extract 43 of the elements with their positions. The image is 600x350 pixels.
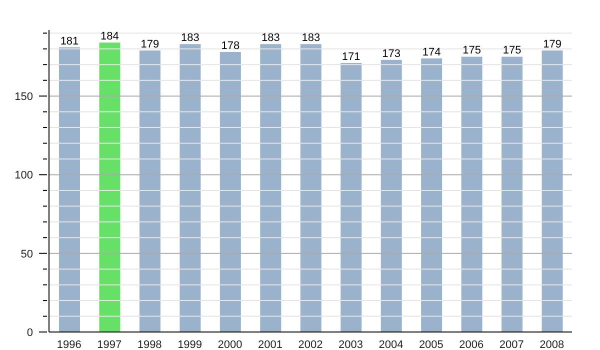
data-label: 179 xyxy=(543,38,562,50)
bar xyxy=(461,56,482,332)
data-label: 181 xyxy=(60,35,79,48)
data-label: 184 xyxy=(100,30,119,43)
bar xyxy=(502,56,523,332)
x-tick-label: 2003 xyxy=(338,338,363,350)
bar xyxy=(139,50,160,332)
x-tick-label: 2006 xyxy=(459,338,484,350)
bar xyxy=(380,60,402,332)
data-label: 174 xyxy=(422,46,441,58)
x-tick-label: 1997 xyxy=(97,338,122,350)
x-tick-label: 1996 xyxy=(56,338,82,350)
x-tick-label: 1999 xyxy=(178,338,202,350)
x-tick-label: 2008 xyxy=(540,338,564,350)
bar xyxy=(99,42,120,332)
x-tick-label: 2005 xyxy=(418,338,444,350)
x-tick-label: 2000 xyxy=(218,338,242,350)
x-tick-label: 2007 xyxy=(499,338,524,350)
x-tick-label: 2004 xyxy=(378,338,404,350)
bar xyxy=(300,44,322,332)
y-tick-label: 0 xyxy=(26,327,33,339)
y-tick-label: 100 xyxy=(14,170,33,182)
y-tick-label: 50 xyxy=(20,248,33,260)
bar xyxy=(421,58,442,332)
bar xyxy=(180,44,201,332)
bar xyxy=(220,52,241,332)
data-label: 178 xyxy=(221,40,240,52)
y-tick-label: 150 xyxy=(14,91,33,104)
data-label: 183 xyxy=(302,32,320,44)
bar xyxy=(542,50,563,332)
x-tick-label: 1998 xyxy=(137,338,162,350)
bar xyxy=(260,44,282,332)
bar xyxy=(59,47,80,332)
x-tick-label: 2002 xyxy=(298,338,323,350)
data-label: 175 xyxy=(502,44,522,57)
bar xyxy=(340,63,362,332)
data-label: 183 xyxy=(181,32,200,44)
data-label: 173 xyxy=(382,48,401,60)
data-label: 171 xyxy=(342,51,360,64)
data-label: 179 xyxy=(140,38,160,50)
data-label: 175 xyxy=(462,44,481,57)
x-tick-label: 2001 xyxy=(258,338,283,350)
data-label: 183 xyxy=(261,32,280,44)
